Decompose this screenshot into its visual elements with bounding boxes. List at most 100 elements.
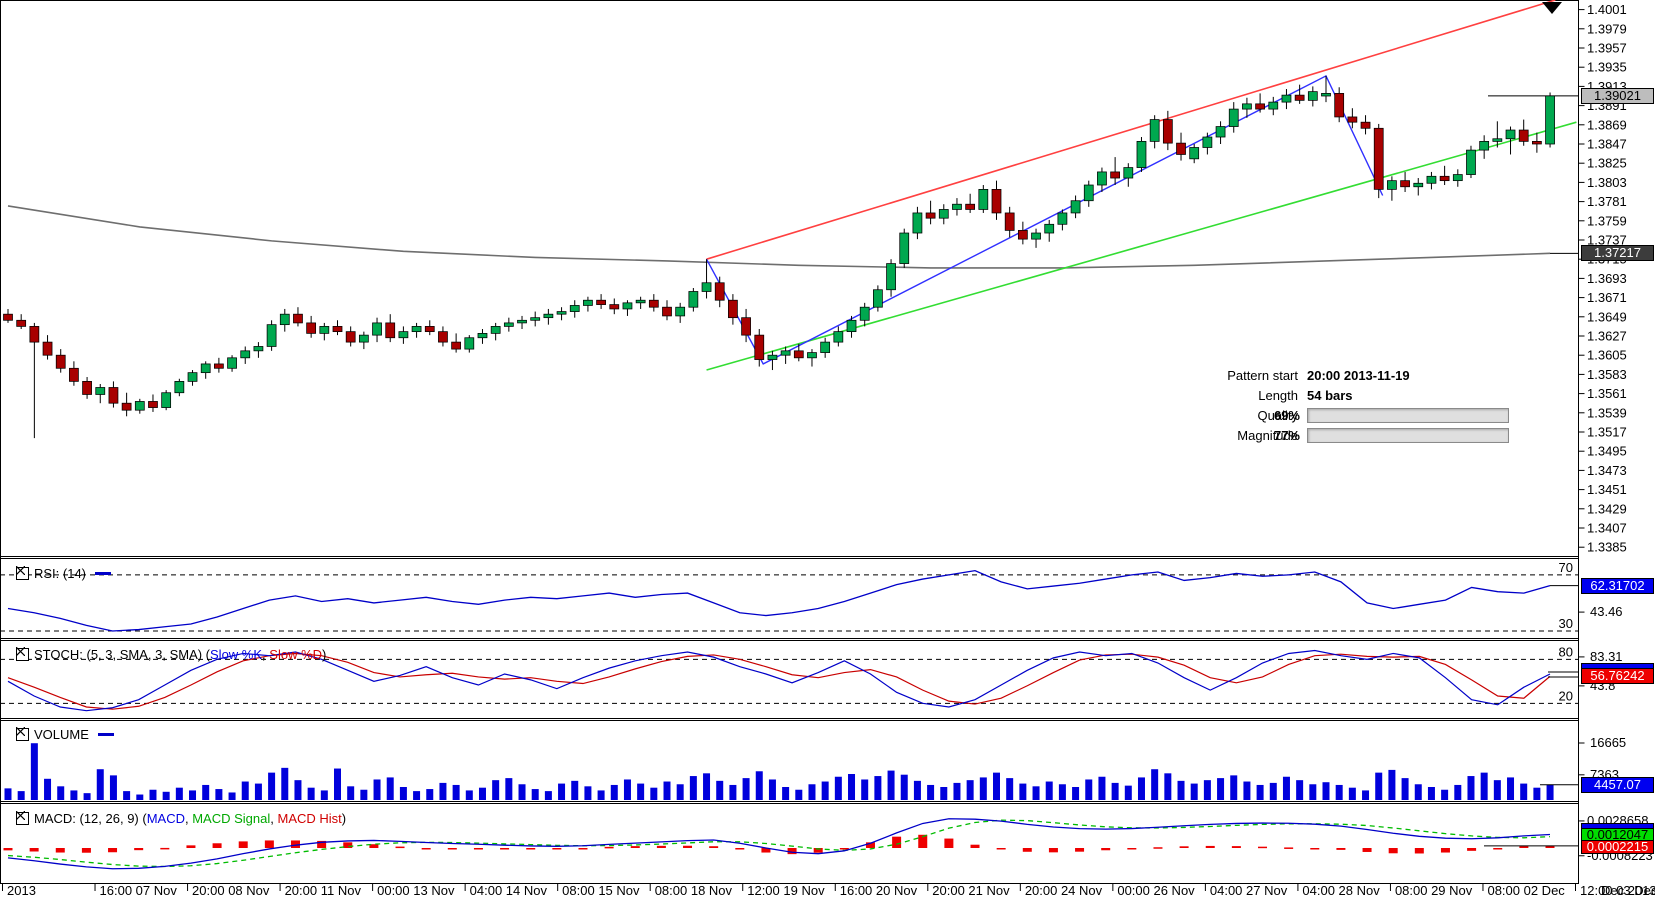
candle [1004,212,1015,231]
candle [1426,175,1437,184]
rsi-panel[interactable]: 70 30 43.46 [0,560,1623,632]
candle [833,331,844,343]
svg-text:20:00 11 Nov: 20:00 11 Nov [285,883,362,897]
candle [95,387,106,395]
quality-percent: 69% [1273,408,1300,423]
candle [1400,180,1410,188]
macd-hist-bar [1075,848,1085,852]
macd-panel[interactable]: 0.0028658-0.0008223 [3,813,1653,870]
svg-text:16665: 16665 [1590,735,1626,750]
candle [214,363,224,369]
volume-bar [729,784,737,800]
volume-bar [821,781,829,800]
volume-bar [386,777,394,800]
volume-bar [1151,769,1159,800]
candle [240,350,251,359]
pattern-quality-row: Quality 69% [1120,406,1509,425]
volume-bar [887,770,895,800]
svg-text:1.3429: 1.3429 [1587,501,1627,516]
candle [925,212,936,219]
svg-text:1.4001: 1.4001 [1587,2,1627,17]
candle [121,402,132,411]
volume-bar [1375,772,1383,800]
volume-bar [993,772,1000,800]
candle [1017,230,1028,240]
svg-text:1.3627: 1.3627 [1587,329,1627,344]
main-price-panel[interactable] [7,0,1578,371]
macd-hist-bar [369,844,379,848]
svg-text:1.3495: 1.3495 [1587,444,1627,459]
candle [293,313,303,324]
volume-bar [1388,769,1396,800]
volume-visibility-checkbox[interactable] [16,727,29,741]
volume-bar [610,784,618,800]
pattern-quality-label: Quality [1257,408,1298,423]
svg-text:70: 70 [1559,560,1573,575]
candle [3,313,13,321]
svg-text:00:00 13 Nov: 00:00 13 Nov [377,883,455,897]
candle [1162,119,1173,144]
pattern-magnitude-label: Magnitude [1237,428,1298,443]
macd-hist-bar [238,841,248,848]
candle [1242,103,1252,110]
candle [1057,212,1068,225]
volume-bar [1507,777,1515,800]
volume-bar [1493,780,1501,800]
macd-hist-bar [709,846,719,848]
macd-hist-bar [1310,848,1320,850]
volume-bar [136,794,144,800]
candle [1202,136,1213,148]
stoch-visibility-checkbox[interactable] [16,647,29,661]
macd-hist-bar [29,848,39,852]
volume-bar [1441,789,1449,800]
volume-bar [44,778,52,800]
candle [820,341,831,353]
candle [543,313,554,319]
volume-bar [1296,780,1304,800]
macd-hist-bar [81,848,91,853]
candle [306,322,317,334]
pattern-length-row: Length 54 bars [1120,386,1509,405]
volume-bar [294,780,302,800]
macd-hist-bar [421,848,431,850]
volume-bar [17,791,25,800]
candle [266,324,277,347]
candle [938,209,949,219]
price-axis: 1.40011.39791.39571.39351.39131.38911.38… [1578,2,1627,555]
volume-bar [518,784,526,800]
macd-hist-bar [160,847,170,850]
svg-text:Dec 2013: Dec 2013 [1601,883,1655,897]
svg-text:1.3781: 1.3781 [1587,194,1627,209]
candle [583,299,593,306]
candle [82,381,92,395]
candle [991,189,1002,214]
macd-hist-bar [134,848,144,851]
candle [29,326,40,343]
macd-hist-bar [3,848,13,851]
volume-bar [1243,781,1251,800]
candle [1070,200,1081,214]
svg-text:04:00 27 Nov: 04:00 27 Nov [1210,883,1288,897]
macd-visibility-checkbox[interactable] [16,811,29,825]
candle [490,326,501,334]
last-price-value-box: 1.39021 [1581,88,1654,104]
volume-bar [1072,787,1080,800]
volume-bar [808,784,816,800]
macd-hist-bar [1258,846,1268,849]
volume-bar [373,779,381,800]
candle [1360,121,1371,129]
candle [398,331,409,339]
candle [846,319,857,333]
macd-hist-bar [1101,848,1111,851]
volume-bar [782,787,790,800]
volume-bar [83,793,91,800]
rsi-visibility-checkbox[interactable] [16,566,29,580]
candle [42,341,53,356]
volume-bar [1427,787,1435,800]
volume-bar [4,788,12,800]
candle [1136,141,1147,168]
macd-hist-bar [683,845,693,848]
macd-hist-bar [108,848,118,853]
